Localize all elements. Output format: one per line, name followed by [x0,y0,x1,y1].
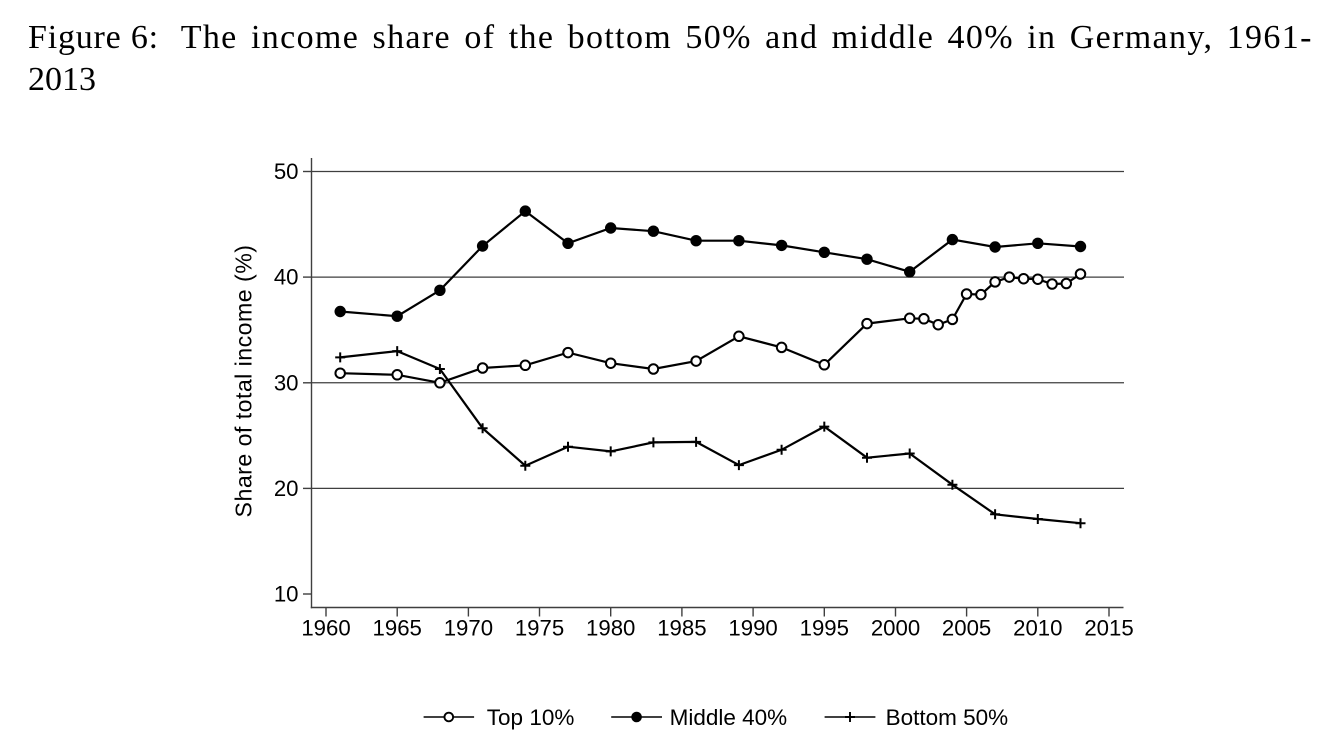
svg-text:40: 40 [274,265,299,290]
svg-text:1980: 1980 [586,616,635,641]
svg-text:1975: 1975 [515,616,564,641]
svg-text:1990: 1990 [728,616,777,641]
svg-text:1970: 1970 [444,616,493,641]
svg-text:20: 20 [274,476,299,501]
svg-text:50: 50 [274,159,299,184]
svg-text:1960: 1960 [301,616,350,641]
svg-text:Share of total income (%): Share of total income (%) [231,245,257,518]
svg-text:1965: 1965 [373,616,422,641]
svg-text:30: 30 [274,370,299,395]
svg-text:2015: 2015 [1084,616,1133,641]
svg-text:2000: 2000 [871,616,920,641]
svg-text:2010: 2010 [1013,616,1062,641]
svg-text:Middle 40%: Middle 40% [670,705,788,730]
svg-text:10: 10 [274,582,299,607]
svg-text:2005: 2005 [942,616,991,641]
svg-text:Top 10%: Top 10% [487,705,575,730]
svg-text:1995: 1995 [800,616,849,641]
svg-text:Bottom 50%: Bottom 50% [886,705,1009,730]
svg-text:1985: 1985 [657,616,706,641]
